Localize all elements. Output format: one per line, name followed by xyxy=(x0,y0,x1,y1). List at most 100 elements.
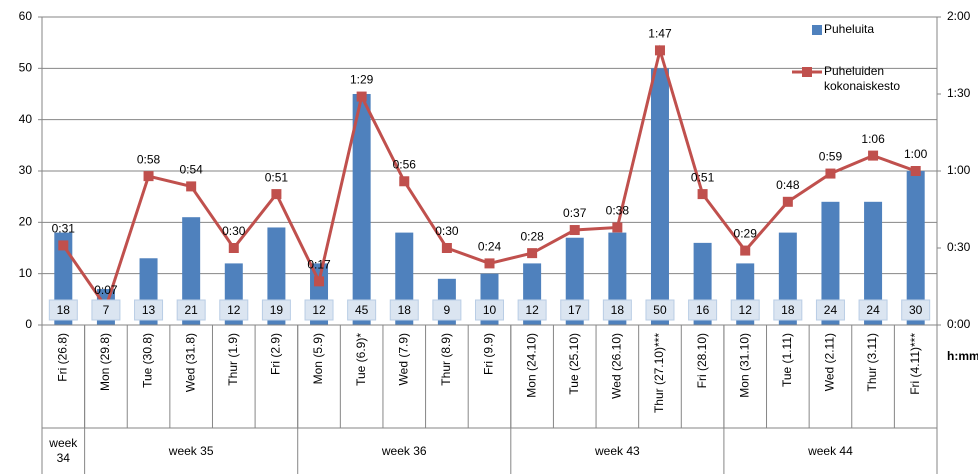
value-label: 0:28 xyxy=(520,229,544,243)
line-marker xyxy=(740,245,751,256)
data-label-box xyxy=(475,299,504,321)
line-marker xyxy=(228,243,239,253)
line-marker xyxy=(58,240,69,251)
bar xyxy=(182,217,201,325)
data-label-box xyxy=(688,299,718,321)
data-label-box xyxy=(815,299,845,321)
legend-swatch xyxy=(812,25,822,35)
data-label: 18 xyxy=(611,303,625,317)
value-label: 0:30 xyxy=(222,224,246,238)
y-tick-label: 30 xyxy=(19,163,33,177)
value-label: 1:00 xyxy=(904,147,928,161)
value-label: 0:56 xyxy=(393,157,417,171)
legend-label: Puheluiden kokonaiskesto xyxy=(824,64,901,93)
x-tick-label: Fri (28.10) xyxy=(695,333,709,388)
line-marker xyxy=(782,196,793,207)
data-label: 12 xyxy=(739,303,753,317)
x-tick-label: Wed (31.8) xyxy=(183,333,197,392)
data-label: 10 xyxy=(483,303,497,317)
value-label: 1:06 xyxy=(861,132,885,146)
value-label: 0:38 xyxy=(606,204,630,218)
data-label-box xyxy=(134,299,164,321)
data-label: 17 xyxy=(568,303,582,317)
y2-axis-label: h:mm xyxy=(947,349,978,363)
line-marker xyxy=(271,189,282,200)
bar xyxy=(650,68,669,325)
value-label: 0:17 xyxy=(307,258,331,272)
y-tick-label: 20 xyxy=(19,215,33,229)
y2-tick-label: 1:00 xyxy=(947,163,971,177)
x-tick-label: Mon (31.10) xyxy=(737,333,751,398)
bar xyxy=(821,201,840,325)
line-marker xyxy=(484,258,495,269)
bar xyxy=(864,201,883,325)
y-tick-label: 40 xyxy=(19,112,33,126)
line-marker xyxy=(825,168,836,179)
data-label-box xyxy=(730,299,760,321)
x-tick-label: Thur (8.9) xyxy=(439,333,453,386)
value-label: 1:29 xyxy=(350,73,374,87)
x-tick-label: Tue (30.8) xyxy=(141,333,155,388)
x-tick-label: Tue (25.10) xyxy=(567,333,581,395)
line-marker xyxy=(399,176,410,187)
data-label-box xyxy=(432,299,462,321)
x-tick-label: Tue (1.11) xyxy=(780,333,794,387)
data-label: 30 xyxy=(909,303,923,317)
data-label: 12 xyxy=(525,303,539,317)
bar xyxy=(352,94,371,325)
value-label: 0:30 xyxy=(435,224,459,238)
line-marker xyxy=(143,171,154,182)
group-label: week 43 xyxy=(594,444,640,458)
data-label-box xyxy=(48,299,78,321)
data-label: 18 xyxy=(57,303,71,317)
bar xyxy=(906,171,925,325)
value-label: 0:48 xyxy=(776,178,800,192)
x-tick-label: Fri (9.9) xyxy=(482,333,496,375)
x-tick-label: Thur (27.10)*** xyxy=(652,333,666,413)
data-label: 16 xyxy=(696,303,710,317)
line-marker xyxy=(569,225,580,236)
data-label: 24 xyxy=(866,303,880,317)
data-label-box xyxy=(219,299,249,321)
line-marker xyxy=(314,276,325,287)
value-label: 0:29 xyxy=(734,227,758,241)
group-label: week 35 xyxy=(168,444,214,458)
line-marker xyxy=(441,243,452,253)
data-label: 12 xyxy=(312,303,326,317)
x-tick-label: Fri (4.11)*** xyxy=(908,333,922,395)
data-label-box xyxy=(517,299,547,321)
value-label: 0:37 xyxy=(563,206,587,220)
data-label: 19 xyxy=(270,303,284,317)
data-label-box xyxy=(347,299,377,321)
x-tick-label: Mon (5.9) xyxy=(311,333,325,384)
legend-label: Puheluita xyxy=(824,22,875,36)
x-tick-label: Thur (1.9) xyxy=(226,333,240,386)
data-label: 12 xyxy=(227,303,241,317)
y2-tick-label: 0:00 xyxy=(947,317,971,331)
x-tick-label: Tue (6.9)* xyxy=(354,333,368,386)
y-tick-label: 0 xyxy=(25,317,32,331)
value-label: 0:58 xyxy=(137,152,161,166)
value-label: 0:51 xyxy=(265,170,289,184)
line-marker xyxy=(186,181,197,192)
data-label: 50 xyxy=(653,303,667,317)
y2-tick-label: 0:30 xyxy=(947,240,971,254)
data-label-box xyxy=(261,299,291,321)
line-marker xyxy=(910,166,921,176)
value-label: 0:31 xyxy=(52,222,76,236)
x-tick-label: Mon (24.10) xyxy=(524,333,538,398)
group-label: week 44 xyxy=(808,444,853,458)
data-label: 13 xyxy=(142,303,156,317)
x-tick-label: Wed (26.10) xyxy=(610,333,624,399)
y-tick-label: 10 xyxy=(19,266,33,280)
x-tick-label: Wed (2.11) xyxy=(823,333,837,391)
y2-tick-label: 1:30 xyxy=(947,86,971,100)
group-label: week 36 xyxy=(381,444,427,458)
data-label-box xyxy=(645,299,675,321)
legend-swatch xyxy=(802,67,812,77)
value-label: 0:24 xyxy=(478,240,502,254)
data-label: 24 xyxy=(824,303,838,317)
data-label-box xyxy=(901,299,931,321)
